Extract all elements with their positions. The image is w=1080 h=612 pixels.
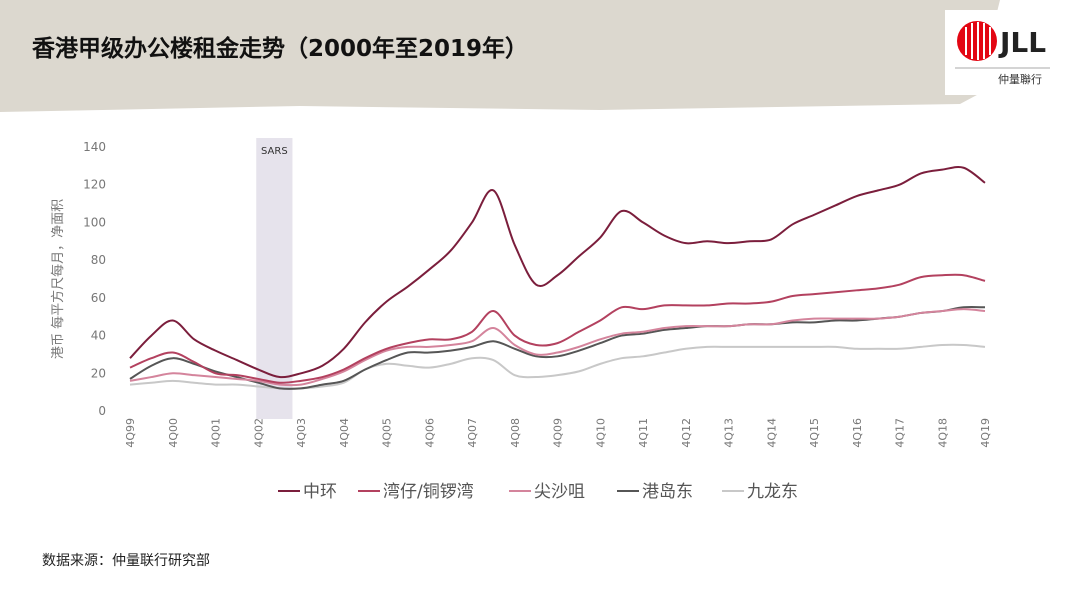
header-band [0, 0, 1005, 112]
y-tick-label: 20 [91, 366, 106, 380]
plot: SARS 0 20 40 60 80 100 120 140 港币 每平方尺每月，净面积 4Q99 4… [50, 138, 992, 502]
x-tick-label: 4Q14 [765, 418, 778, 448]
x-tick-label: 4Q04 [338, 418, 351, 448]
x-tick-label: 4Q06 [423, 418, 436, 448]
x-tick-label: 4Q07 [466, 418, 479, 448]
x-tick-label: 4Q16 [851, 418, 864, 448]
x-tick-label: 4Q00 [167, 418, 180, 448]
x-tick-label: 4Q02 [252, 418, 265, 448]
x-tick-label: 4Q19 [979, 418, 992, 448]
slide-title: 香港甲级办公楼租金走势（2000年至2019年） [32, 35, 528, 62]
x-tick-label: 4Q05 [381, 418, 394, 448]
legend-label: 中环 [303, 482, 337, 502]
logo-text: JLL [998, 26, 1046, 59]
y-tick-label: 60 [91, 291, 106, 305]
x-tick-label: 4Q01 [210, 418, 223, 448]
y-tick-label: 120 [83, 178, 106, 192]
series-line [129, 273, 986, 384]
legend-label: 湾仔/铜锣湾 [383, 482, 474, 502]
y-tick-label: 100 [83, 215, 106, 229]
logo-stripes [965, 22, 991, 60]
x-tick-label: 4Q12 [680, 418, 693, 448]
logo-sub: 仲量聯行 [998, 72, 1042, 86]
series-line [129, 306, 986, 390]
annotation-label: SARS [261, 146, 288, 157]
x-tick-label: 4Q09 [552, 418, 565, 448]
source: 数据来源：仲量联行研究部 [42, 553, 210, 569]
x-tick-label: 4Q08 [509, 418, 522, 448]
y-axis-label: 港币 每平方尺每月，净面积 [50, 199, 66, 359]
x-tick-label: 4Q15 [808, 418, 821, 448]
series-line [129, 165, 986, 379]
y-tick-label: 40 [91, 329, 106, 343]
x-tick-label: 4Q11 [637, 418, 650, 448]
legend-label: 尖沙咀 [534, 482, 585, 502]
logo: JLL 仲量聯行 [955, 21, 1050, 86]
legend-label: 九龙东 [747, 482, 798, 502]
x-tick-label: 4Q99 [124, 418, 137, 448]
x-tick-label: 4Q17 [894, 418, 907, 448]
series-line [129, 308, 986, 387]
y-tick-label: 0 [98, 404, 106, 418]
legend-label: 港岛东 [642, 482, 693, 502]
x-tick-label: 4Q13 [723, 418, 736, 448]
x-tick-label: 4Q18 [936, 418, 949, 448]
y-tick-label: 140 [83, 140, 106, 154]
y-tick-label: 80 [91, 253, 106, 267]
x-tick-label: 4Q03 [295, 418, 308, 448]
x-tick-label: 4Q10 [594, 418, 607, 448]
